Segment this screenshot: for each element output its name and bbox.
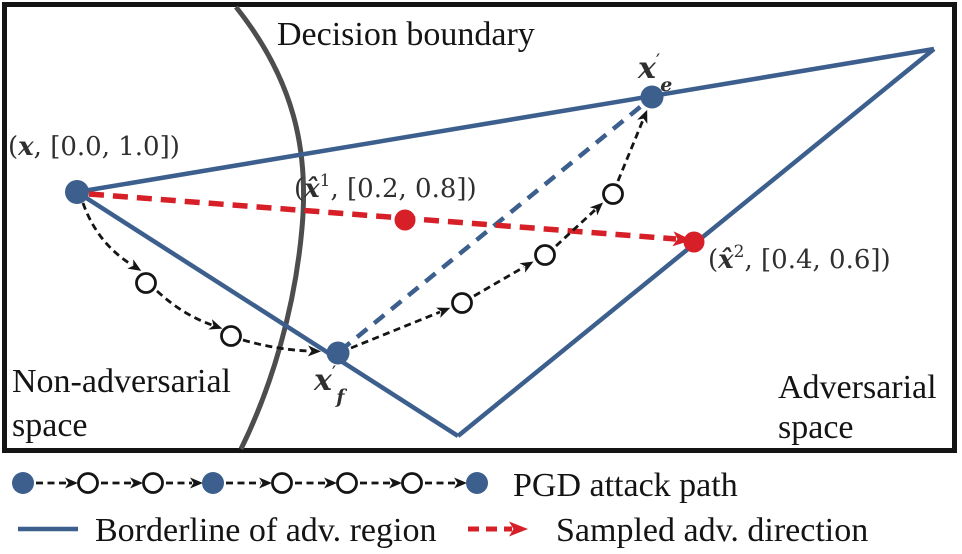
pgd-intermediate-point: [135, 272, 157, 294]
pgd-segment: [81, 202, 142, 271]
legend-sampled-label: Sampled adv. direction: [556, 512, 868, 549]
pgd-segment: [350, 307, 451, 350]
label-xhat1: (x̂1, [0.2, 0.8]): [294, 171, 477, 204]
non-adversarial-label-line1: Non-adversarial: [12, 363, 231, 400]
pgd-segment: [555, 202, 604, 248]
legend: PGD attack path Borderline of adv. regio…: [12, 467, 868, 549]
xf-xe-dashed-connector: [338, 97, 652, 353]
pgd-segment: [242, 338, 321, 357]
pgd-intermediate-point: [534, 244, 556, 266]
pgd-intermediate-point: [220, 325, 242, 347]
point-xhat1: [394, 209, 416, 231]
label-xe: x′e: [637, 50, 672, 96]
pgd-path-swatch: [12, 472, 488, 494]
adversarial-label-line2: space: [778, 409, 854, 446]
decision-boundary-curve: [234, 5, 307, 451]
adversarial-label-line1: Adversarial: [778, 369, 937, 406]
pgd-path-1: [81, 202, 321, 357]
label-x: (x, [0.0, 1.0]): [8, 132, 180, 162]
label-xf: x′f: [313, 362, 347, 408]
legend-borderline-label: Borderline of adv. region: [95, 512, 436, 549]
decision-boundary-label: Decision boundary: [277, 16, 535, 53]
pgd-intermediate-point: [602, 183, 624, 205]
point-xhat2: [683, 231, 705, 253]
non-adversarial-label-line2: space: [12, 407, 88, 444]
figure-frame: [2, 2, 957, 453]
label-xhat2: (x̂2, [0.4, 0.6]): [708, 242, 891, 275]
point-xe: [640, 85, 664, 109]
pgd-segment: [156, 289, 223, 330]
borderline-top: [76, 46, 935, 195]
pgd-intermediate-point: [451, 292, 473, 314]
pgd-segment: [473, 261, 534, 298]
point-xf: [326, 341, 350, 365]
borderline-left: [75, 190, 460, 438]
pgd-path-2: [350, 109, 648, 350]
sampled-adv-direction-arrow: [88, 191, 692, 247]
point-x: [65, 180, 89, 204]
legend-pgd-label: PGD attack path: [513, 467, 738, 504]
